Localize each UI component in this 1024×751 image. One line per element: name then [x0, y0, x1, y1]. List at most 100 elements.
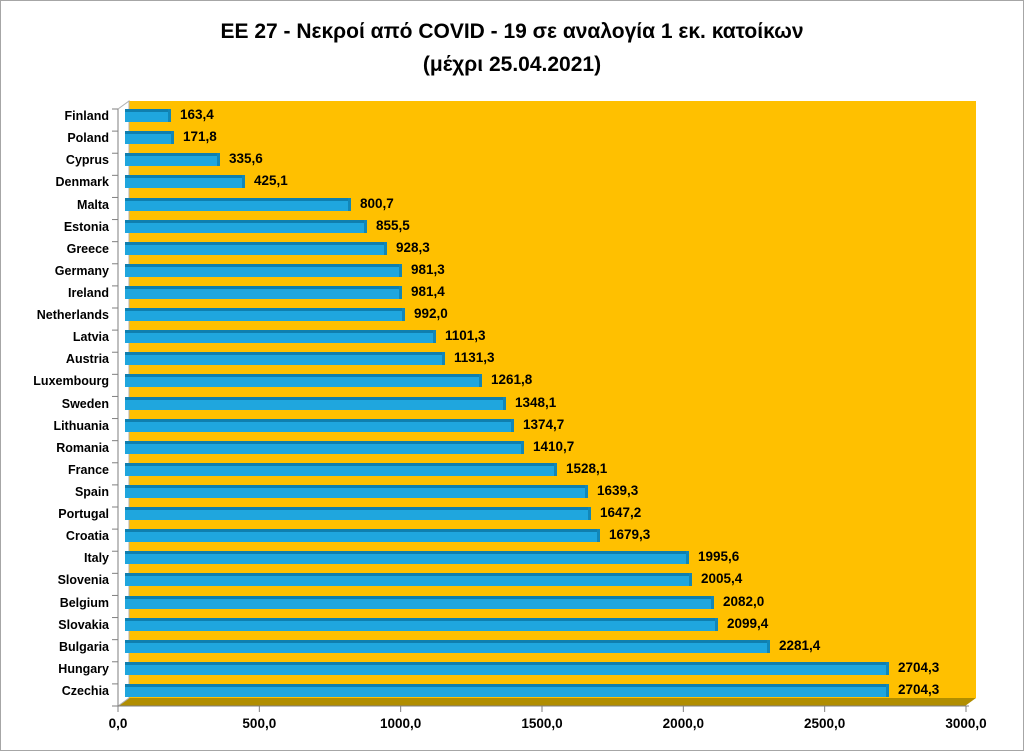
bar-cyprus: [125, 153, 220, 166]
category-label-sweden: Sweden: [61, 397, 109, 411]
value-label-ireland: 981,4: [411, 284, 445, 299]
value-label-finland: 163,4: [180, 107, 214, 122]
bar-sweden: [125, 397, 506, 410]
bar-top-face: [125, 374, 482, 377]
category-label-croatia: Croatia: [65, 529, 109, 543]
bar-luxembourg: [125, 374, 482, 387]
value-label-slovakia: 2099,4: [727, 616, 769, 631]
category-label-bulgaria: Bulgaria: [58, 640, 109, 654]
bar-top-face: [125, 507, 591, 510]
bar-top-face: [125, 175, 245, 178]
x-tick-label-1: 500,0: [242, 716, 277, 731]
value-label-netherlands: 992,0: [414, 306, 448, 321]
value-label-sweden: 1348,1: [515, 395, 557, 410]
bar-top-face: [125, 131, 174, 134]
x-tick-label-6: 3000,0: [945, 716, 987, 731]
bar-slovakia: [125, 618, 718, 631]
bar-end-cap: [399, 286, 402, 299]
bar-end-cap: [399, 264, 402, 277]
bar-end-cap: [711, 596, 714, 609]
category-label-slovenia: Slovenia: [57, 573, 109, 587]
bar-top-face: [125, 662, 889, 665]
bar-end-cap: [242, 175, 245, 188]
bar-top-face: [125, 463, 557, 466]
value-label-belgium: 2082,0: [723, 594, 765, 609]
bar-end-cap: [597, 529, 600, 542]
value-label-denmark: 425,1: [254, 173, 288, 188]
value-label-portugal: 1647,2: [600, 505, 642, 520]
bar-end-cap: [171, 131, 174, 144]
category-label-france: France: [68, 463, 109, 477]
bar-finland: [125, 109, 171, 122]
category-label-slovakia: Slovakia: [58, 618, 109, 632]
value-label-slovenia: 2005,4: [701, 571, 743, 586]
bar-top-face: [125, 684, 889, 687]
bar-end-cap: [521, 441, 524, 454]
bar-germany: [125, 264, 402, 277]
bar-end-cap: [686, 551, 689, 564]
category-label-poland: Poland: [67, 131, 109, 145]
category-label-ireland: Ireland: [68, 286, 109, 300]
category-label-luxembourg: Luxembourg: [33, 374, 109, 388]
bar-top-face: [125, 330, 436, 333]
value-label-romania: 1410,7: [533, 439, 575, 454]
category-label-spain: Spain: [74, 485, 109, 499]
bar-top-face: [125, 198, 351, 201]
bar-greece: [125, 242, 387, 255]
category-label-germany: Germany: [54, 264, 109, 278]
bar-top-face: [125, 220, 367, 223]
category-label-belgium: Belgium: [59, 596, 109, 610]
value-label-latvia: 1101,3: [445, 328, 486, 343]
bar-end-cap: [503, 397, 506, 410]
bar-end-cap: [886, 662, 889, 675]
value-label-italy: 1995,6: [698, 549, 740, 564]
bar-estonia: [125, 220, 367, 233]
x-tick-label-2: 1000,0: [380, 716, 422, 731]
bar-latvia: [125, 330, 436, 343]
bar-top-face: [125, 441, 524, 444]
bar-end-cap: [402, 308, 405, 321]
bar-top-face: [125, 153, 220, 156]
bar-end-cap: [433, 330, 436, 343]
bar-hungary: [125, 662, 889, 675]
category-label-portugal: Portugal: [58, 507, 109, 521]
value-label-estonia: 855,5: [376, 218, 410, 233]
bar-denmark: [125, 175, 245, 188]
x-tick-label-0: 0,0: [108, 716, 128, 731]
bar-end-cap: [217, 153, 220, 166]
bar-portugal: [125, 507, 591, 520]
category-label-czechia: Czechia: [61, 684, 109, 698]
value-label-cyprus: 335,6: [229, 151, 263, 166]
category-label-greece: Greece: [66, 242, 109, 256]
bar-top-face: [125, 264, 402, 267]
value-label-croatia: 1679,3: [609, 527, 651, 542]
bar-slovenia: [125, 573, 692, 586]
value-label-czechia: 2704,3: [898, 682, 940, 697]
bar-top-face: [125, 397, 506, 400]
bar-top-face: [125, 573, 692, 576]
value-label-germany: 981,3: [411, 262, 445, 277]
bar-top-face: [125, 308, 405, 311]
bar-top-face: [125, 419, 514, 422]
bar-end-cap: [767, 640, 770, 653]
x-tick-label-3: 1500,0: [521, 716, 563, 731]
plot-floor: [118, 698, 976, 706]
value-label-hungary: 2704,3: [898, 660, 940, 675]
bar-end-cap: [348, 198, 351, 211]
category-label-cyprus: Cyprus: [65, 153, 109, 167]
category-label-latvia: Latvia: [72, 330, 109, 344]
bar-top-face: [125, 242, 387, 245]
bar-poland: [125, 131, 174, 144]
bar-croatia: [125, 529, 600, 542]
bar-bulgaria: [125, 640, 770, 653]
category-label-italy: Italy: [83, 551, 109, 565]
bar-end-cap: [479, 374, 482, 387]
bar-end-cap: [554, 463, 557, 476]
bar-top-face: [125, 286, 402, 289]
category-label-malta: Malta: [77, 198, 109, 212]
value-label-lithuania: 1374,7: [523, 417, 565, 432]
bar-france: [125, 463, 557, 476]
bar-top-face: [125, 596, 714, 599]
value-label-bulgaria: 2281,4: [779, 638, 821, 653]
bar-top-face: [125, 529, 600, 532]
